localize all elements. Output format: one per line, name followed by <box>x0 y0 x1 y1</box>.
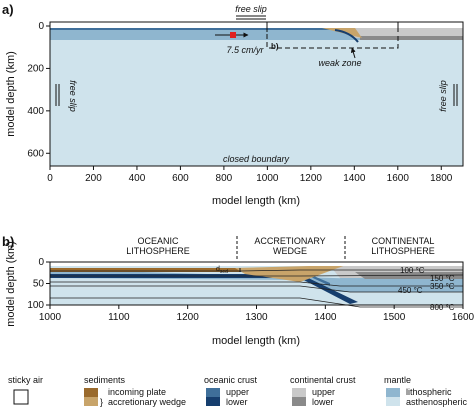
legend-sed-incoming: incoming plate <box>108 387 166 397</box>
ytick-label: 200 <box>27 63 44 74</box>
legend-oc-upper: upper <box>226 387 249 397</box>
velocity-label: 7.5 cm/yr <box>226 45 264 55</box>
isotherm-label-100: 100 °C <box>400 266 425 275</box>
asthenosphere-region <box>50 26 463 166</box>
xtick-label: 1400 <box>314 312 337 323</box>
legend-m-astheno: asthenospheric <box>406 397 468 407</box>
legend-sediments-title: sediments <box>84 375 126 385</box>
velocity-marker <box>230 32 236 38</box>
xtick-label: 0 <box>47 173 53 184</box>
panel-a-axes: 0 200 400 600 800 1000 1200 1400 1600 1800 0 200 400… <box>27 21 453 184</box>
ytick-label: 100 <box>27 300 44 311</box>
free-slip-left-label: free slip <box>68 80 78 112</box>
inset-ref-label: b) <box>271 42 279 51</box>
swatch-cc-lower <box>292 397 306 406</box>
legend-sticky-air: sticky air <box>8 375 43 385</box>
xtick-label: 1600 <box>387 173 410 184</box>
ytick-label: 400 <box>27 106 44 117</box>
legend: sticky air sediments incoming plate } ac… <box>8 375 468 407</box>
xtick-label: 1200 <box>177 312 200 323</box>
isotherm-label-150: 150 °C <box>430 274 455 283</box>
swatch-sed-wedge <box>84 397 98 406</box>
panel-a-plot <box>49 15 464 167</box>
legend-continental-title: continental crust <box>290 375 356 385</box>
xtick-label: 1000 <box>39 312 62 323</box>
oc-lower-b <box>50 274 358 304</box>
inset-box <box>266 34 399 49</box>
panel-b-label: b) <box>2 234 14 249</box>
swatch-cc-upper <box>292 388 306 397</box>
isotherm-100 <box>50 269 463 272</box>
swatch-m-litho <box>386 388 400 397</box>
xtick-label: 1800 <box>430 173 453 184</box>
legend-oc-lower: lower <box>226 397 248 407</box>
legend-cc-lower: lower <box>312 397 334 407</box>
region-labels: OCEANIC LITHOSPHERE ACCRETIONARY WEDGE CON… <box>126 236 435 256</box>
swatch-sed-incoming <box>84 388 98 397</box>
isotherm-label-350: 350 °C <box>430 282 455 291</box>
xtick-label: 600 <box>172 173 189 184</box>
isotherm-label-800: 800 °C <box>430 303 455 312</box>
xtick-label: 800 <box>216 173 233 184</box>
legend-oceanic-title: oceanic crust <box>204 375 258 385</box>
free-slip-right-label: free slip <box>438 80 448 112</box>
weak-zone-pointer <box>350 47 356 59</box>
panel-b-xlabel: model length (km) <box>212 335 300 347</box>
xtick-label: 1000 <box>256 173 279 184</box>
panel-a-xlabel: model length (km) <box>212 195 300 207</box>
sticky-air-b <box>50 262 463 266</box>
panel-a-frame <box>49 21 464 167</box>
swatch-oc-upper <box>206 388 220 397</box>
xtick-label: 1100 <box>108 312 130 323</box>
xtick-label: 1300 <box>245 312 268 323</box>
dsed-label: dsed <box>216 266 228 275</box>
xtick-label: 1500 <box>383 312 406 323</box>
closed-boundary-label: closed boundary <box>223 154 290 164</box>
panel-a-label: a) <box>2 2 14 17</box>
legend-mantle-title: mantle <box>384 375 411 385</box>
free-slip-top-label: free slip <box>235 4 267 14</box>
ytick-label: 50 <box>33 279 45 290</box>
incoming-sediments <box>50 268 240 272</box>
ytick-label: 600 <box>27 148 44 159</box>
isotherm-450 <box>50 285 463 293</box>
panel-b-plot <box>49 261 464 308</box>
xtick-label: 1200 <box>300 173 323 184</box>
oceanic-crust-band <box>50 28 372 30</box>
accretionary-wedge-label: ACCRETIONARY WEDGE <box>254 236 325 256</box>
weak-zone-label: weak zone <box>318 58 361 68</box>
legend-sed-wedge: accretionary wedge <box>108 397 186 407</box>
isotherm-150 <box>50 274 464 277</box>
ytick-label: 0 <box>38 21 44 32</box>
swatch-oc-lower <box>206 397 220 406</box>
isotherm-label-450: 450 °C <box>398 286 423 295</box>
isotherm-350 <box>50 281 463 287</box>
continental-lithosphere-label: CONTINENTAL LITHOSPHERE <box>371 236 435 256</box>
panel-a-ylabel: model depth (km) <box>5 51 17 137</box>
swatch-sticky-air <box>13 389 29 405</box>
panel-b-ylabel: model depth (km) <box>5 241 17 327</box>
oceanic-lithosphere-label: OCEANIC LITHOSPHERE <box>126 236 190 256</box>
xtick-label: 1400 <box>343 173 366 184</box>
ytick-label: 0 <box>38 257 44 268</box>
isotherm-800 <box>50 297 463 308</box>
xtick-label: 1600 <box>452 312 474 323</box>
accretionary-wedge-b <box>235 265 346 282</box>
legend-cc-upper: upper <box>312 387 335 397</box>
continental-crust-lower <box>360 36 463 40</box>
legend-m-litho: lithospheric <box>406 387 452 397</box>
weak-zone-slab <box>334 29 359 43</box>
xtick-label: 400 <box>129 173 146 184</box>
xtick-label: 200 <box>85 173 102 184</box>
svg-text:}: } <box>100 397 103 407</box>
sticky-air-layer <box>50 22 463 28</box>
swatch-m-astheno <box>386 397 400 406</box>
panel-b-axes: 1000 1100 1200 1300 1400 1500 1600 0 50 100 <box>27 257 474 323</box>
continental-crust-upper <box>345 28 463 38</box>
